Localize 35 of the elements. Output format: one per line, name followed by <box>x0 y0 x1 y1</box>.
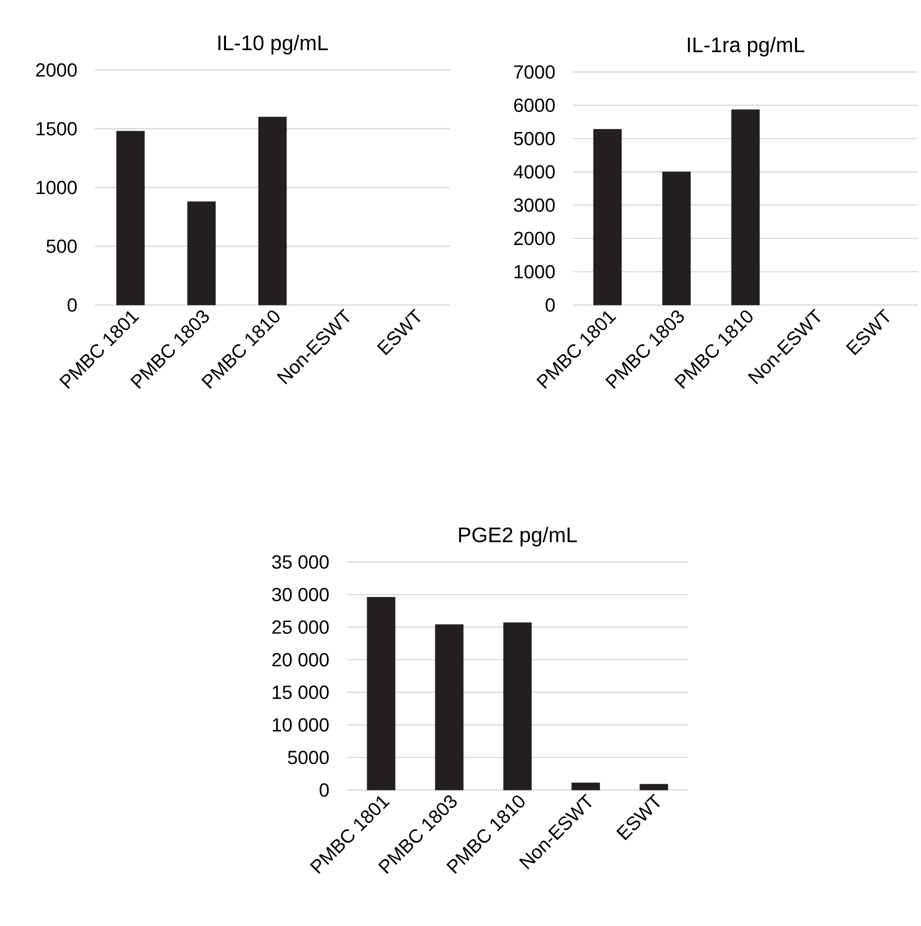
bar <box>640 784 668 790</box>
y-tick-label: 2000 <box>36 63 77 77</box>
y-tick-label: 500 <box>46 240 77 253</box>
y-tick-label: 0 <box>546 298 555 312</box>
y-tick-label: 2000 <box>514 232 555 246</box>
bar <box>116 130 145 306</box>
y-tick-label: 0 <box>320 783 329 797</box>
bar <box>503 622 532 790</box>
chart-title: IL-1ra pg/mL <box>688 36 804 56</box>
chart-title: PGE2 pg/mL <box>459 526 577 546</box>
y-tick-label: 10 000 <box>272 718 329 732</box>
y-tick-label: 1000 <box>36 180 77 194</box>
bar <box>731 109 760 306</box>
y-tick-label: 5000 <box>288 750 329 764</box>
y-tick-label: 25 000 <box>272 620 329 634</box>
y-tick-label: 3000 <box>514 198 555 212</box>
y-tick-label: 20 000 <box>272 652 329 666</box>
y-tick-label: 1000 <box>514 264 555 278</box>
chart-title: IL-10 pg/mL <box>218 34 328 54</box>
bar <box>187 201 216 306</box>
y-tick-label: 30 000 <box>272 588 329 602</box>
bar <box>572 782 600 790</box>
y-tick-label: 1500 <box>36 122 77 136</box>
bar <box>258 116 287 306</box>
y-tick-label: 15 000 <box>272 686 329 700</box>
y-tick-label: 0 <box>68 298 77 312</box>
bar <box>662 172 691 306</box>
bar <box>435 624 464 790</box>
bar <box>366 596 396 790</box>
bar <box>593 129 622 306</box>
y-tick-label: 5000 <box>514 132 555 146</box>
y-tick-label: 4000 <box>514 165 555 179</box>
y-tick-label: 7000 <box>514 65 555 79</box>
y-tick-label: 6000 <box>514 98 555 112</box>
y-tick-label: 35 000 <box>272 555 329 569</box>
